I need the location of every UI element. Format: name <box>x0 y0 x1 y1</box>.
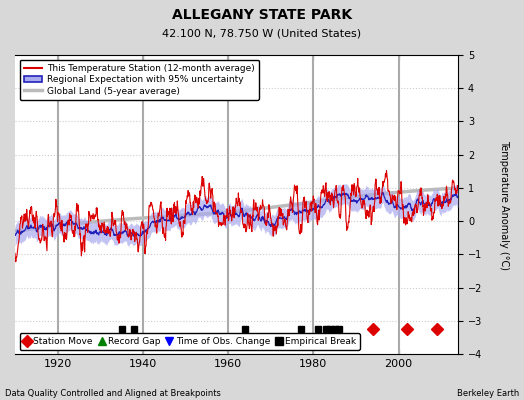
Text: 42.100 N, 78.750 W (United States): 42.100 N, 78.750 W (United States) <box>162 28 362 38</box>
Text: Data Quality Controlled and Aligned at Breakpoints: Data Quality Controlled and Aligned at B… <box>5 389 221 398</box>
Legend: Station Move, Record Gap, Time of Obs. Change, Empirical Break: Station Move, Record Gap, Time of Obs. C… <box>19 334 360 350</box>
Text: ALLEGANY STATE PARK: ALLEGANY STATE PARK <box>172 8 352 22</box>
Text: Berkeley Earth: Berkeley Earth <box>456 389 519 398</box>
Y-axis label: Temperature Anomaly (°C): Temperature Anomaly (°C) <box>499 140 509 270</box>
